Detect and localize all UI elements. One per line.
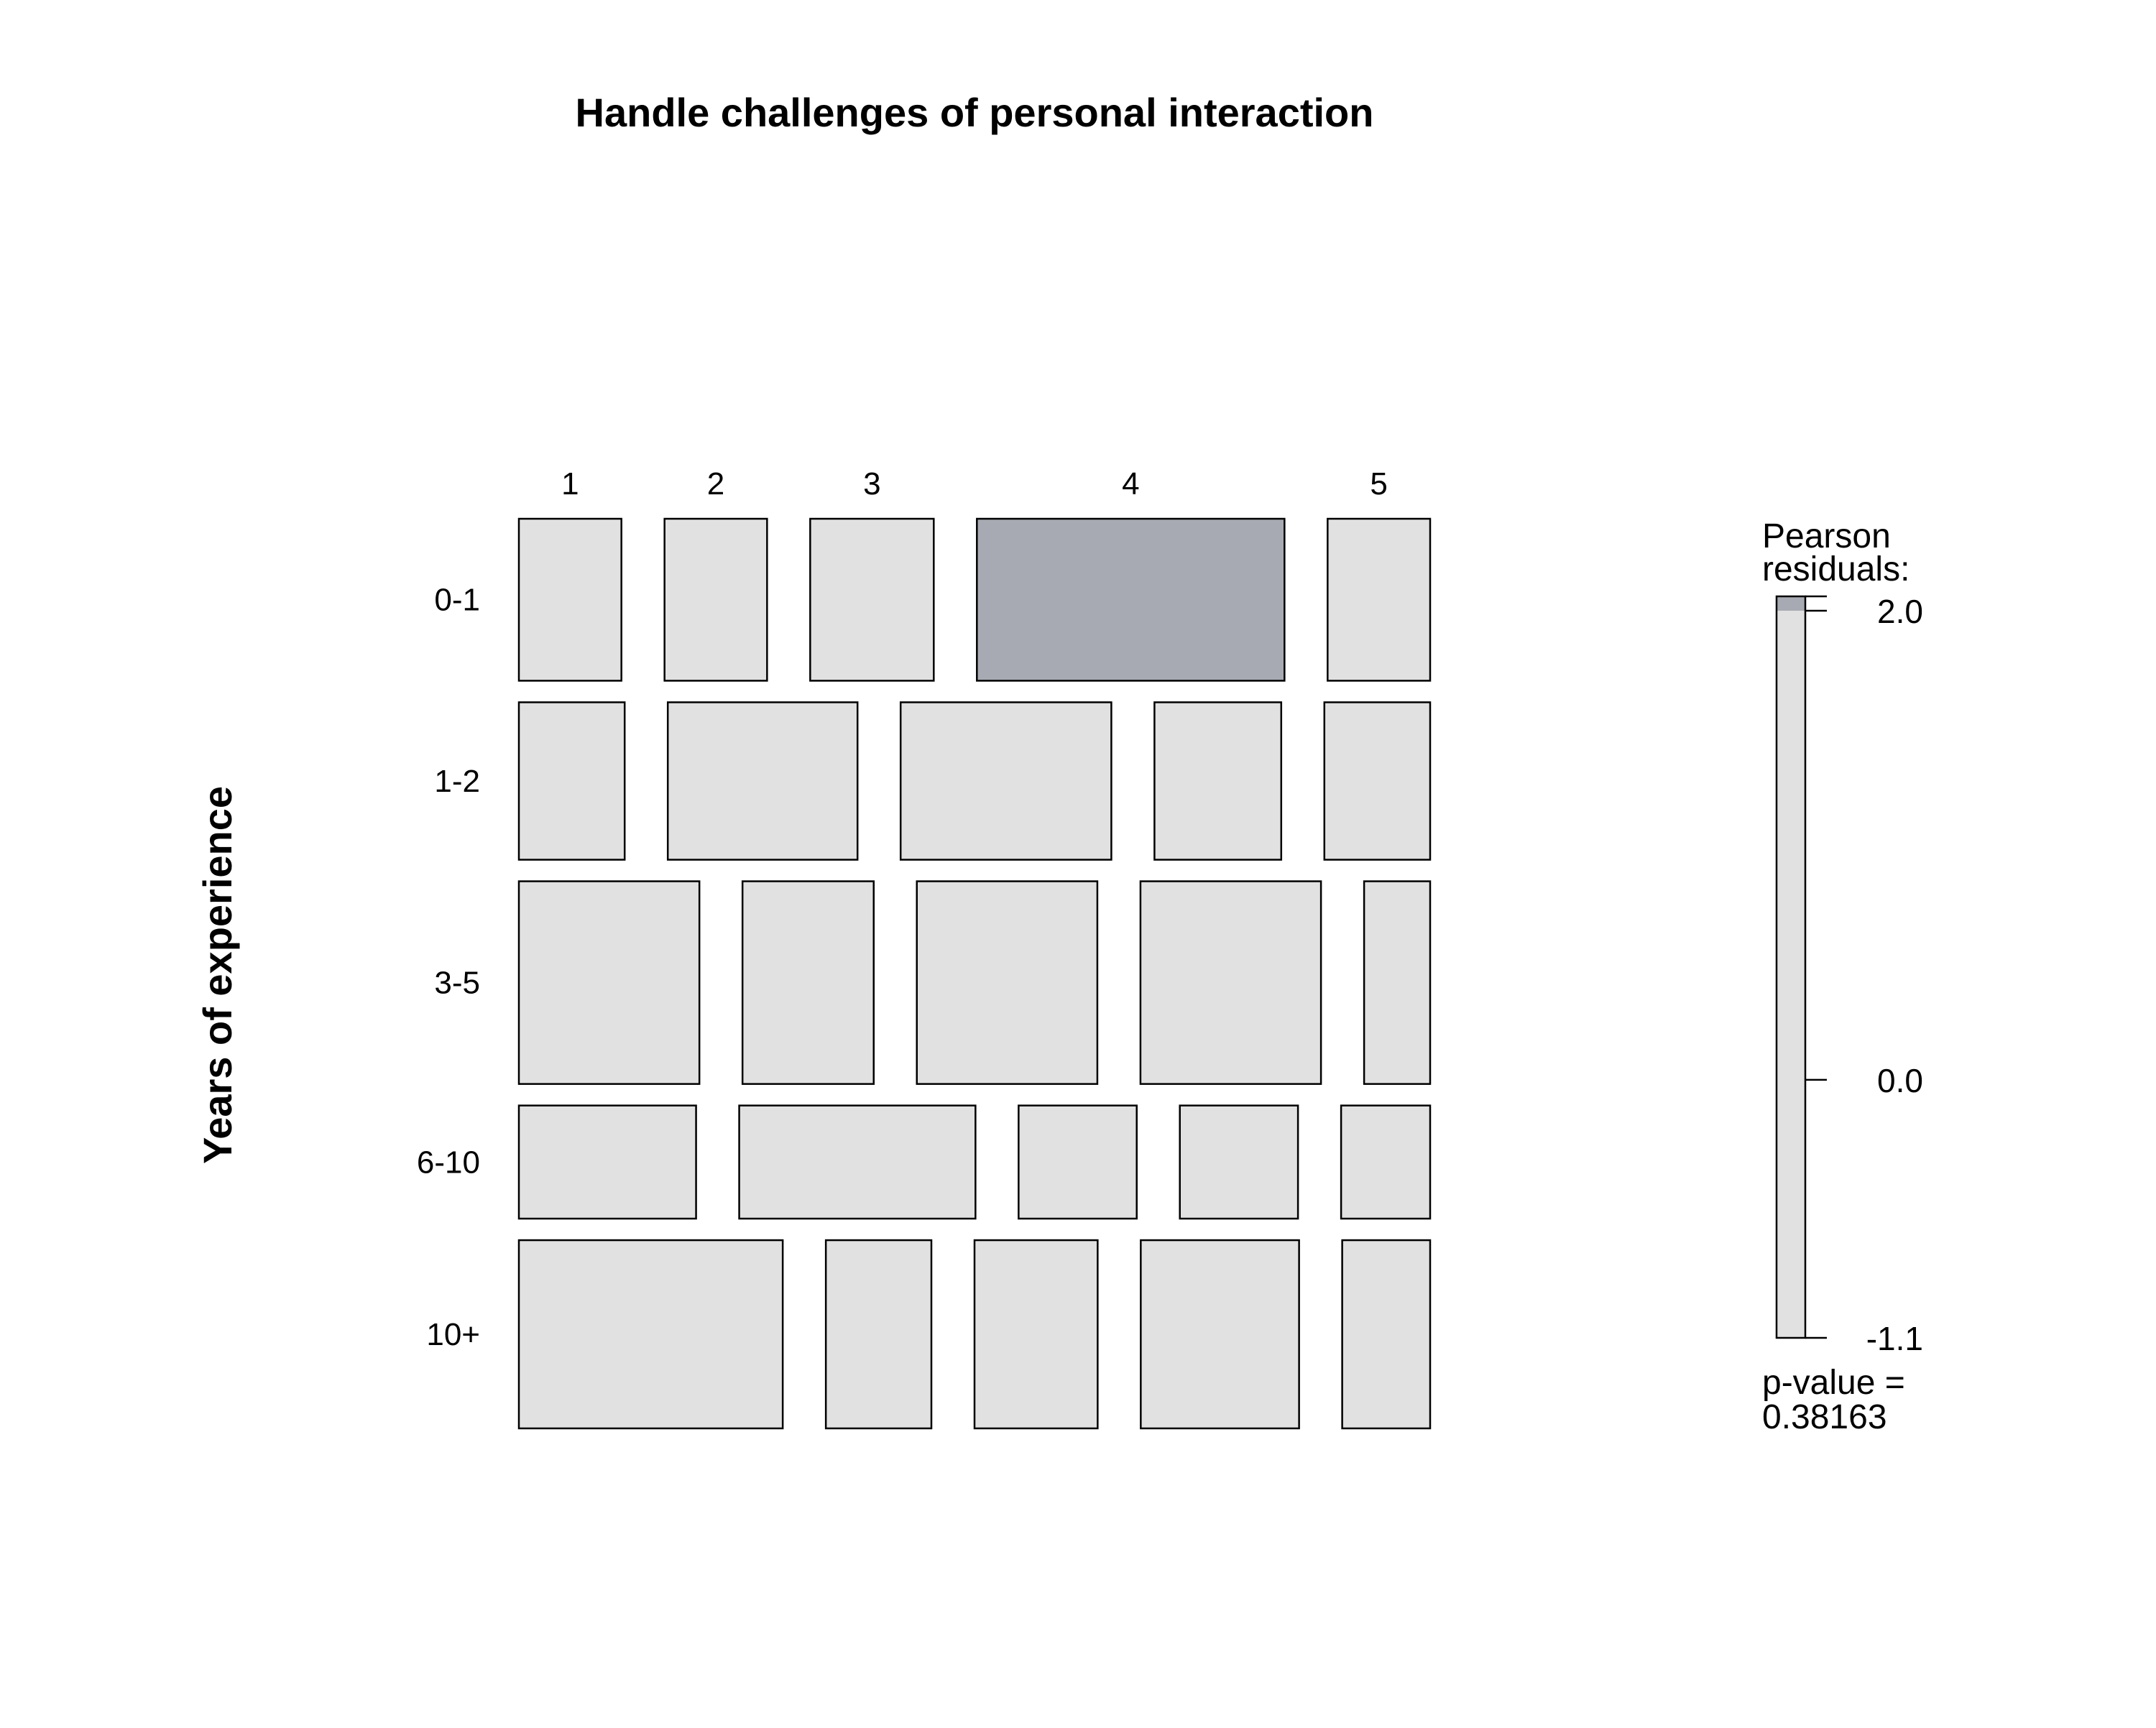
legend-ticks: 2.0 0.0 -1.1 [1805,593,1923,1357]
legend-bar-neutral [1777,611,1805,1338]
mosaic-cell [738,1104,977,1220]
y-axis-label: Years of experience [195,786,240,1164]
mosaic-cell [1139,880,1322,1085]
row-label: 1-2 [434,764,480,799]
mosaic-cell [517,1239,784,1430]
row-label: 3-5 [434,966,480,1001]
legend-tick-label: 0.0 [1877,1062,1923,1099]
p-value-number: 0.38163 [1762,1398,1887,1436]
mosaic-cells [517,517,1432,1430]
mosaic-cell [1140,1239,1300,1430]
mosaic-cell [1018,1104,1138,1220]
mosaic-cell [517,1104,697,1220]
mosaic-cell [741,880,875,1085]
mosaic-cell [663,517,768,682]
mosaic-cell [1153,701,1283,861]
legend-title-line2: residuals: [1762,550,1909,588]
column-label: 2 [707,466,724,502]
legend-title-line1: Pearson [1762,517,1891,555]
row-label: 6-10 [417,1145,480,1180]
mosaic-cell [1323,701,1432,861]
row-label: 10+ [426,1317,480,1352]
legend-bar-border [1775,595,1807,1339]
column-label: 3 [863,466,880,502]
column-label: 5 [1370,466,1387,502]
mosaic-cell [1363,880,1432,1085]
mosaic-cell [1327,517,1432,682]
mosaic-cell [916,880,1099,1085]
row-labels: 0-1 1-2 3-5 6-10 10+ [417,583,480,1352]
chart-title: Handle challenges of personal interactio… [576,90,1374,135]
legend-color-bar [1775,595,1807,1339]
mosaic-cell [809,517,935,682]
legend-tick-label: -1.1 [1866,1320,1923,1357]
mosaic-cell [517,701,626,861]
mosaic-cell [1340,1104,1432,1220]
mosaic-cell [973,1239,1099,1430]
mosaic-cell [1341,1239,1432,1430]
mosaic-cell [824,1239,933,1430]
column-label: 1 [561,466,579,502]
row-label: 0-1 [434,583,480,618]
mosaic-cell [1179,1104,1299,1220]
legend-bar-positive [1777,596,1805,611]
residual-legend: Pearson residuals: 2.00.0-1.1 p-value = … [1762,517,1923,1436]
column-label: 4 [1122,466,1139,502]
mosaic-cell [517,517,622,682]
legend-tick-label: 2.0 [1877,593,1923,630]
mosaic-cell [976,517,1286,682]
p-value-label: p-value = [1762,1364,1905,1402]
mosaic-cell [517,880,701,1085]
mosaic-cell [666,701,859,861]
column-labels: 1 2 3 4 5 [561,466,1388,502]
mosaic-cell [899,701,1112,861]
